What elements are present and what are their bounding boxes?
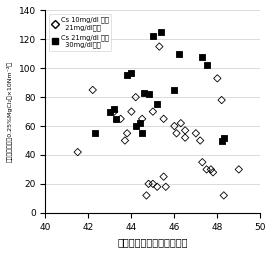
Y-axis label: 豆腐破断応力（0.25%MgCl₂，×10Nm⁻²）: 豆腐破断応力（0.25%MgCl₂，×10Nm⁻²） [7,61,13,162]
Point [200,55,204,59]
Point [209,167,213,171]
Point [129,109,133,114]
Point [183,128,187,132]
Point [155,102,159,106]
Point [204,167,209,171]
Point [174,131,179,135]
Point [155,185,159,189]
Point [123,138,127,142]
Point [146,92,151,96]
Point [133,95,138,99]
Point [151,35,155,39]
Point [211,170,215,174]
Point [183,136,187,140]
Point [93,131,97,135]
Point [91,88,95,92]
Point [179,121,183,125]
Point [215,76,219,81]
X-axis label: 種子タンパク質含量（％）: 種子タンパク質含量（％） [118,237,188,247]
Point [219,98,224,102]
Point [76,150,80,154]
Point [140,131,144,135]
Point [157,44,162,49]
Point [172,88,177,92]
Point [237,167,241,171]
Point [176,52,181,56]
Point [194,131,198,135]
Point [129,71,133,75]
Point [114,117,118,121]
Point [151,109,155,114]
Point [133,124,138,128]
Point [140,117,144,121]
Point [172,124,177,128]
Point [159,30,164,34]
Point [164,185,168,189]
Point [198,138,202,142]
Point [118,117,123,121]
Point [112,107,116,111]
Point [219,138,224,142]
Point [161,174,166,179]
Point [125,73,129,77]
Point [144,193,149,197]
Point [108,109,112,114]
Point [125,131,129,135]
Point [146,182,151,186]
Point [222,136,226,140]
Point [138,121,142,125]
Legend: Cs 10mg/dl 以上
  21mg/dl未満, Cs 21mg/dl 以上
  30mg/dl未満: Cs 10mg/dl 以上 21mg/dl未満, Cs 21mg/dl 以上 3… [49,14,111,51]
Point [151,182,155,186]
Point [142,91,147,95]
Point [112,109,116,114]
Point [204,63,209,67]
Point [200,160,204,164]
Point [222,193,226,197]
Point [161,117,166,121]
